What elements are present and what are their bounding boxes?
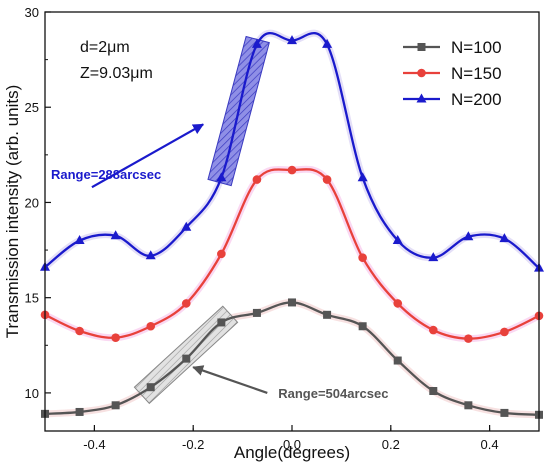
parameter-z-label: Z=9.03μm bbox=[80, 65, 153, 82]
y-tick-label: 10 bbox=[25, 386, 39, 401]
data-point-circle bbox=[252, 175, 262, 184]
data-point-square bbox=[217, 318, 226, 327]
annotation-arrows bbox=[91, 123, 268, 394]
data-point-square bbox=[393, 356, 402, 365]
legend-marker-circle bbox=[417, 68, 426, 78]
axis-ticks bbox=[45, 11, 491, 431]
series-line-n150 bbox=[44, 168, 540, 340]
x-tick-label: 0.0 bbox=[283, 437, 301, 452]
data-point-triangle bbox=[110, 230, 121, 240]
data-point-triangle bbox=[181, 221, 192, 231]
parameter-d-label: d=2μm bbox=[80, 39, 130, 56]
data-point-triangle bbox=[499, 233, 510, 243]
data-point-square bbox=[111, 401, 120, 410]
data-point-triangle bbox=[216, 172, 227, 182]
legend-label-n150: N=150 bbox=[451, 64, 502, 83]
legend-markers bbox=[403, 43, 440, 103]
data-point-triangle bbox=[145, 250, 156, 260]
data-point-square bbox=[323, 310, 332, 319]
data-point-circle bbox=[75, 326, 84, 336]
data-point-square bbox=[182, 354, 191, 363]
range-288-arrow bbox=[91, 123, 205, 189]
legend: N=100 N=150 N=200 bbox=[403, 38, 502, 109]
data-point-triangle bbox=[357, 172, 368, 182]
data-point-triangle bbox=[251, 38, 262, 48]
data-point-circle bbox=[500, 327, 509, 337]
data-point-square bbox=[252, 308, 261, 317]
data-point-circle bbox=[393, 299, 403, 308]
x-tick-label: 0.4 bbox=[481, 437, 499, 452]
data-point-square bbox=[358, 322, 367, 331]
data-point-circle bbox=[287, 165, 297, 175]
data-point-square bbox=[464, 401, 473, 410]
data-point-circle bbox=[181, 299, 191, 308]
y-tick-label: 25 bbox=[25, 100, 39, 115]
y-tick-label: 30 bbox=[25, 5, 39, 20]
data-point-square bbox=[75, 407, 84, 416]
data-point-triangle bbox=[428, 252, 439, 262]
data-point-triangle bbox=[392, 235, 403, 245]
legend-marker-square bbox=[417, 43, 426, 51]
data-point-circle bbox=[428, 325, 438, 335]
data-point-circle bbox=[464, 334, 473, 343]
x-axis-title: Angle(degrees) bbox=[234, 443, 350, 462]
range-288-label: Range=288arcsec bbox=[51, 167, 161, 182]
y-tick-labels: 10 15 20 25 30 bbox=[25, 5, 39, 401]
data-point-circle bbox=[358, 253, 367, 262]
legend-marker-triangle bbox=[416, 93, 427, 103]
y-tick-label: 20 bbox=[25, 195, 39, 210]
data-point-triangle bbox=[287, 35, 297, 45]
range-504-arrow bbox=[192, 365, 268, 394]
range-bands bbox=[133, 35, 270, 405]
y-axis-title: Transmission intensity (arb. units) bbox=[3, 85, 22, 339]
y-tick-label: 15 bbox=[25, 291, 39, 306]
data-point-circle bbox=[111, 333, 120, 342]
data-point-square bbox=[146, 383, 155, 392]
data-point-square bbox=[500, 408, 509, 417]
legend-label-n100: N=100 bbox=[451, 38, 502, 57]
data-point-square bbox=[288, 298, 296, 307]
x-tick-label: -0.2 bbox=[182, 437, 204, 452]
legend-label-n200: N=200 bbox=[451, 90, 502, 109]
x-tick-labels: -0.4 -0.2 0.0 0.2 0.4 bbox=[83, 437, 498, 452]
data-point-triangle bbox=[322, 38, 333, 48]
data-point-circle bbox=[322, 175, 332, 184]
data-point-circle bbox=[217, 249, 226, 259]
data-point-circle bbox=[146, 321, 156, 331]
range-504-label: Range=504arcsec bbox=[278, 386, 388, 401]
data-point-triangle bbox=[74, 235, 85, 245]
x-tick-label: -0.4 bbox=[83, 437, 105, 452]
x-tick-label: 0.2 bbox=[382, 437, 400, 452]
data-point-square bbox=[429, 387, 438, 396]
series-glow bbox=[41, 165, 543, 343]
data-point-triangle bbox=[463, 231, 474, 241]
